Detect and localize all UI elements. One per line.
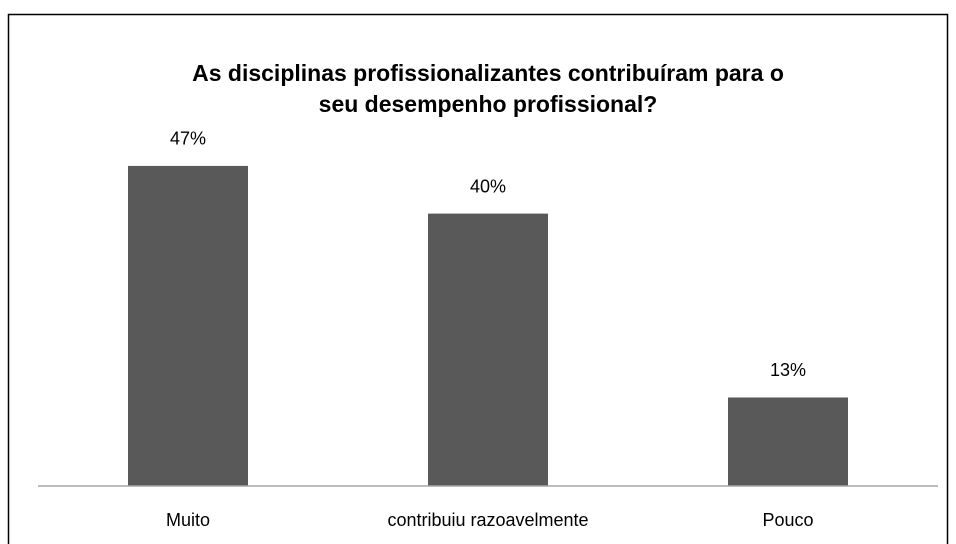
bar bbox=[428, 213, 548, 486]
data-label: 40% bbox=[470, 176, 506, 196]
data-label: 13% bbox=[770, 360, 806, 380]
chart-title: seu desempenho profissional? bbox=[319, 91, 658, 117]
data-label: 47% bbox=[170, 129, 206, 149]
bar bbox=[128, 165, 248, 486]
x-tick-label: contribuiu razoavelmente bbox=[387, 510, 588, 530]
x-tick-label: Muito bbox=[166, 510, 210, 530]
bar bbox=[728, 397, 848, 486]
chart-title: As disciplinas profissionalizantes contr… bbox=[192, 60, 784, 86]
x-tick-label: Pouco bbox=[762, 510, 813, 530]
